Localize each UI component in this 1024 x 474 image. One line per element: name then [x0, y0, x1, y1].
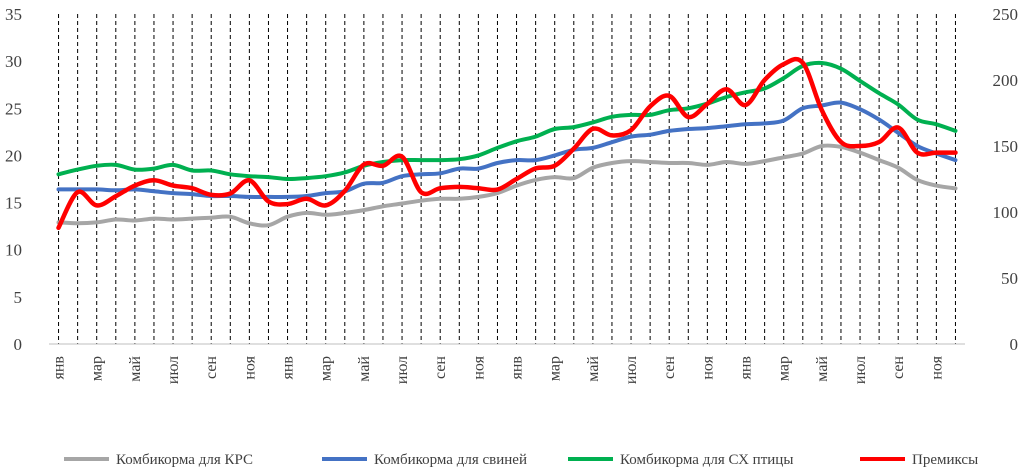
y-left-tick-label: 30 — [5, 52, 22, 71]
y-left-tick-label: 0 — [14, 335, 23, 354]
y-left-tick-label: 5 — [14, 288, 23, 307]
legend-label: Премиксы — [912, 452, 978, 468]
x-tick-label: мар — [547, 356, 564, 381]
y-left-tick-label: 20 — [5, 146, 22, 165]
y-right-tick-label: 0 — [1010, 335, 1019, 354]
x-tick-label: июл — [394, 356, 411, 384]
series-lines — [56, 56, 958, 231]
legend-label: Комбикорма для КРС — [116, 452, 253, 468]
y-right-tick-label: 100 — [993, 203, 1019, 222]
legend-label: Комбикорма для свиней — [374, 452, 527, 468]
x-tick-label: май — [585, 356, 602, 382]
x-tick-label: сен — [661, 356, 678, 379]
x-tick-label: ноя — [241, 355, 258, 379]
y-left-tick-label: 15 — [5, 194, 22, 213]
series-line-1 — [56, 143, 958, 228]
y-right-tick-label: 250 — [993, 5, 1019, 24]
y-axis-left: 0 5 10 15 20 25 30 35 — [5, 5, 22, 354]
x-tick-label: мар — [318, 356, 335, 381]
x-tick-label: сен — [890, 356, 907, 379]
y-right-tick-label: 50 — [1001, 269, 1018, 288]
series-line-4 — [56, 56, 958, 231]
x-tick-label: мар — [89, 356, 106, 381]
x-tick-label: сен — [432, 356, 449, 379]
y-right-tick-label: 150 — [993, 137, 1019, 156]
x-tick-label: ноя — [470, 355, 487, 379]
x-tick-label: май — [356, 356, 373, 382]
y-left-tick-label: 25 — [5, 99, 22, 118]
x-axis-ticks: янв мар май июл сен ноя янв мар май июл сен ноя янв м… — [51, 355, 946, 384]
x-tick-label: июл — [852, 356, 869, 384]
x-tick-label: ноя — [928, 355, 945, 379]
y-left-tick-label: 10 — [5, 241, 22, 260]
x-tick-label: май — [127, 356, 144, 382]
x-tick-label: янв — [738, 356, 755, 380]
x-tick-label: янв — [51, 356, 68, 380]
x-tick-label: июл — [623, 356, 640, 384]
x-tick-label: май — [814, 356, 831, 382]
y-axis-right: 0 50 100 150 200 250 — [993, 5, 1019, 354]
x-tick-label: янв — [509, 356, 526, 380]
x-tick-label: ноя — [699, 355, 716, 379]
x-tick-label: янв — [280, 356, 297, 380]
x-tick-label: сен — [203, 356, 220, 379]
legend: Комбикорма для КРС Комбикорма для свиней К… — [64, 452, 978, 468]
grid-lines — [58, 14, 956, 344]
y-right-tick-label: 200 — [993, 71, 1019, 90]
x-tick-label: июл — [165, 356, 182, 384]
x-tick-label: мар — [776, 356, 793, 381]
legend-label: Комбикорма для СХ птицы — [620, 452, 793, 468]
y-left-tick-label: 35 — [5, 5, 22, 24]
